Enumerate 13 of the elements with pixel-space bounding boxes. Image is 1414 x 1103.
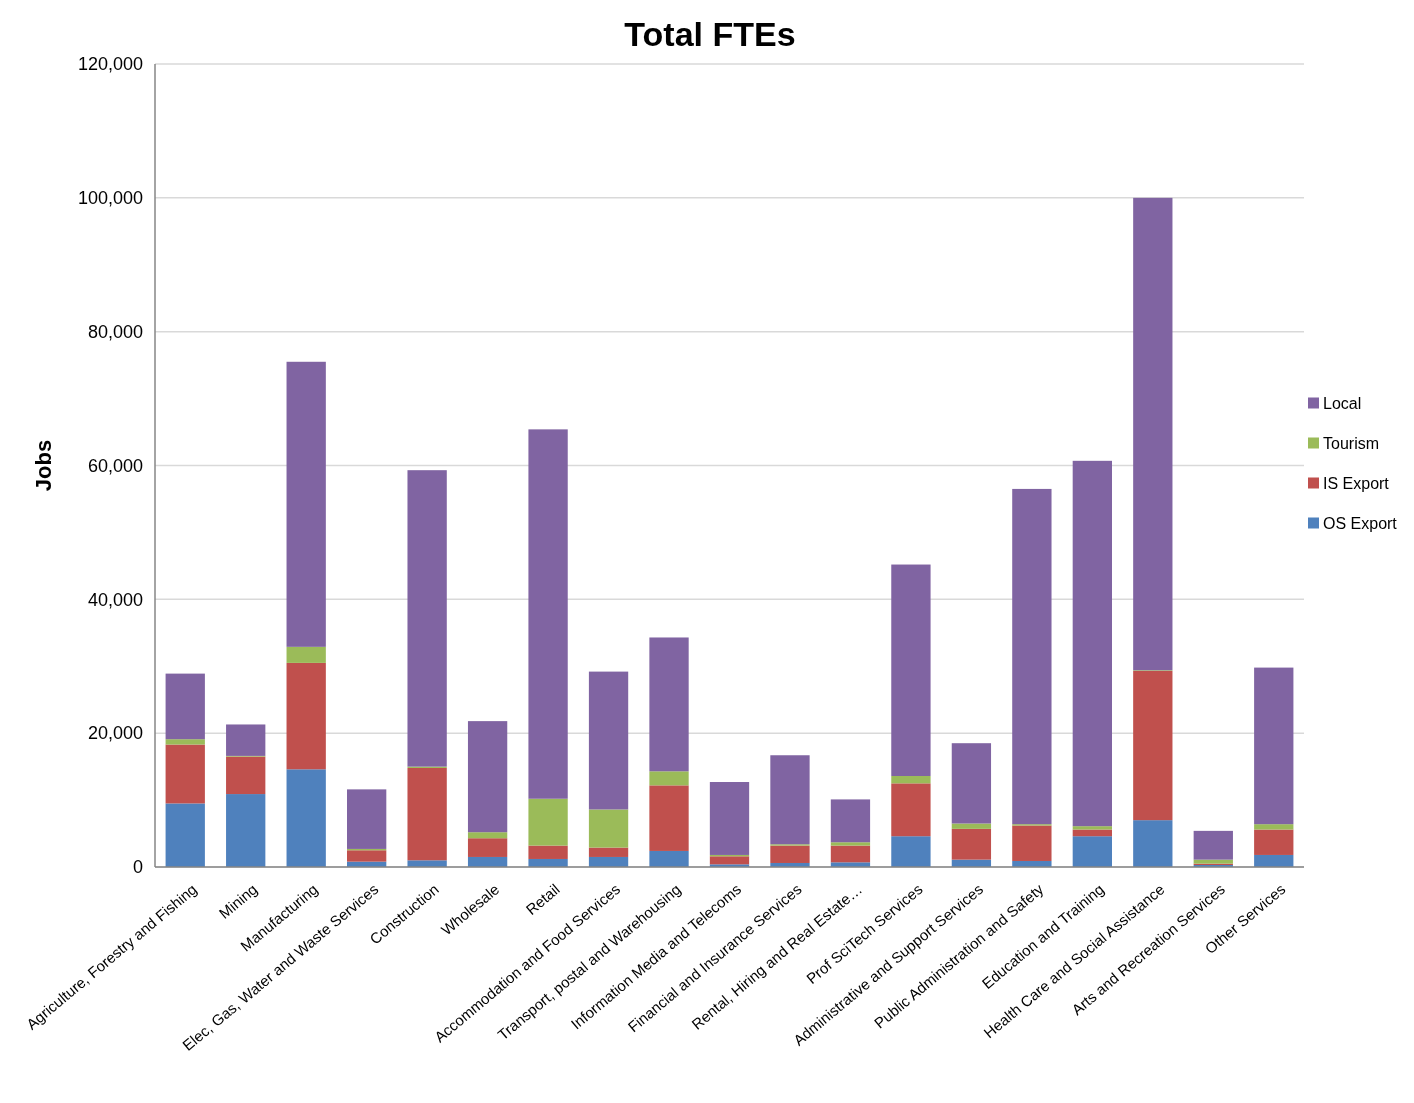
- legend-label: Local: [1323, 395, 1362, 413]
- y-tick-label: 60,000: [87, 455, 143, 476]
- y-axis-title: Jobs: [31, 439, 56, 492]
- legend-label: IS Export: [1323, 475, 1390, 493]
- chart-title: Total FTEs: [624, 15, 796, 53]
- y-tick-label: 20,000: [87, 723, 143, 744]
- y-tick-label: 0: [132, 857, 143, 878]
- legend-label: OS Export: [1323, 515, 1398, 533]
- y-tick-label: 80,000: [87, 321, 143, 342]
- y-tick-label: 120,000: [77, 54, 143, 75]
- y-tick-label: 40,000: [87, 589, 143, 610]
- legend-label: Tourism: [1323, 435, 1380, 453]
- y-tick-label: 100,000: [77, 188, 143, 209]
